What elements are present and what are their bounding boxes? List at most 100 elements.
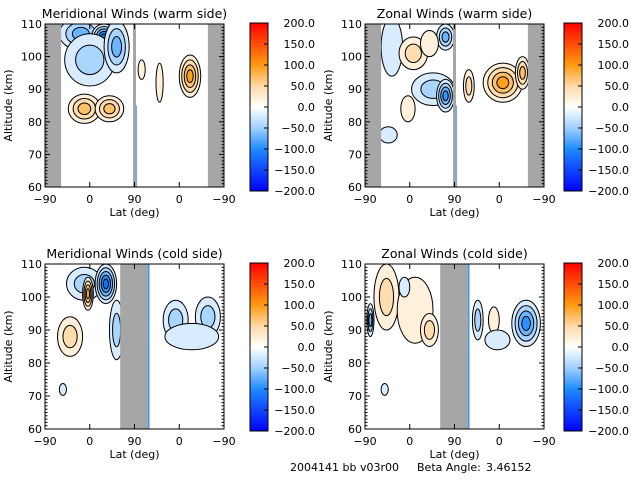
wind-cell [94,95,125,123]
contour-level [111,36,123,58]
y-tick-label: 90 [348,324,362,337]
contour-level [398,276,411,298]
y-tick-label: 80 [28,116,42,129]
y-tick-label: 90 [28,83,42,96]
x-tick-label: 0 [86,435,93,448]
wind-cell [436,78,455,113]
chart-panel-4: 60 70 80 90 100 110 −90 0 90 0 −90 Zonal Winds (col… [322,246,629,461]
colorbar-tick-label: −50.0 [281,122,315,135]
contour-level [419,30,439,58]
chart-title: Zonal Winds (warm side) [377,6,532,21]
contour-level [488,306,500,334]
wind-cell [155,62,164,103]
x-tick-label: −90 [532,193,555,206]
y-tick-label: 60 [348,423,362,436]
colorbar-tick-label: 100.0 [598,299,630,312]
colorbar-tick-label: 150.0 [284,278,316,291]
wind-field [378,24,531,144]
wind-cell [137,59,146,80]
contour-level [441,31,450,43]
contour-level [137,59,146,80]
wind-cell [462,69,475,103]
colorbar-tick-label: −200.0 [274,425,315,438]
colorbar-tick-label: 200.0 [598,17,630,30]
y-tick-label: 60 [348,181,362,194]
colorbar-tick-label: 200.0 [284,257,316,270]
x-tick-label: −90 [212,435,235,448]
colorbar-tick-label: 50.0 [605,80,630,93]
x-tick-label: 0 [406,193,413,206]
wind-cell [380,382,389,396]
contour-level [186,69,194,84]
y-tick-label: 90 [28,324,42,337]
y-tick-label: 110 [21,258,42,271]
missing-data-band [440,264,469,429]
x-tick-label: 90 [448,193,462,206]
wind-cell [471,299,484,341]
wind-cell [366,303,375,338]
wind-field [366,264,541,396]
wind-cell [436,24,455,51]
wind-cell [419,313,439,347]
chart-title: Meridional Winds (cold side) [46,246,222,261]
colorbar-tick-label: 0.0 [298,341,316,354]
wind-cell [58,382,67,396]
contour-level [400,95,416,123]
y-tick-label: 70 [28,148,42,161]
wind-cell [57,316,84,357]
contour-level [521,315,531,331]
wind-cell [484,329,511,351]
colorbar-tick-label: −150.0 [274,164,315,177]
x-axis-label: Lat (deg) [430,206,480,219]
contour-level [423,320,435,340]
contour-level [58,382,67,396]
wind-cell [373,264,400,331]
wind-cell [82,276,94,311]
wind-cell [164,322,220,351]
footer-beta-value: 3.46152 [486,461,532,474]
colorbar-tick-label: −50.0 [595,362,629,375]
chart-title: Zonal Winds (cold side) [381,246,527,261]
colorbar-tick-label: 100.0 [284,59,316,72]
colorbar-tick-label: 50.0 [291,80,316,93]
y-axis-label: Altitude (km) [322,69,335,141]
contour-level [102,278,109,290]
y-tick-label: 110 [341,18,362,31]
y-axis-label: Altitude (km) [322,310,335,382]
x-tick-label: 0 [176,193,183,206]
colorbar-tick-label: 150.0 [598,38,630,51]
colorbar-tick-label: 100.0 [284,299,316,312]
colorbar-tick-label: 0.0 [612,101,630,114]
x-tick-label: −90 [212,193,235,206]
wind-cell [398,276,411,298]
colorbar-tick-label: 50.0 [291,320,316,333]
missing-data-band [120,264,149,429]
contour-level [465,76,473,96]
y-tick-label: 70 [348,148,362,161]
contour-level [378,126,398,144]
y-tick-label: 100 [341,51,362,64]
colorbar-tick-label: −50.0 [281,362,315,375]
x-tick-label: −90 [353,435,376,448]
contour-level [85,288,91,300]
y-tick-label: 80 [348,357,362,370]
y-axis-label: Altitude (km) [2,69,15,141]
footer-id: 2004141 bb v03r00 [290,461,399,474]
colorbar: 200.0 150.0 100.0 50.0 0.0 −50.0 −100.0 −150.0 −… [249,17,316,198]
contour-level [164,322,220,351]
y-tick-label: 100 [21,51,42,64]
colorbar-tick-label: 0.0 [298,101,316,114]
contour-level [77,102,92,116]
colorbar-tick-label: −100.0 [588,143,629,156]
contour-level [380,24,404,77]
contour-level [519,65,526,80]
y-tick-label: 70 [28,390,42,403]
colorbar-tick-label: 100.0 [598,59,630,72]
missing-data-band [207,24,224,187]
colorbar-tick-label: −150.0 [588,404,629,417]
colorbar: 200.0 150.0 100.0 50.0 0.0 −50.0 −100.0 −150.0 −… [563,17,630,198]
contour-level [155,62,164,103]
missing-data-band [45,24,62,187]
x-axis-label: Lat (deg) [110,206,160,219]
